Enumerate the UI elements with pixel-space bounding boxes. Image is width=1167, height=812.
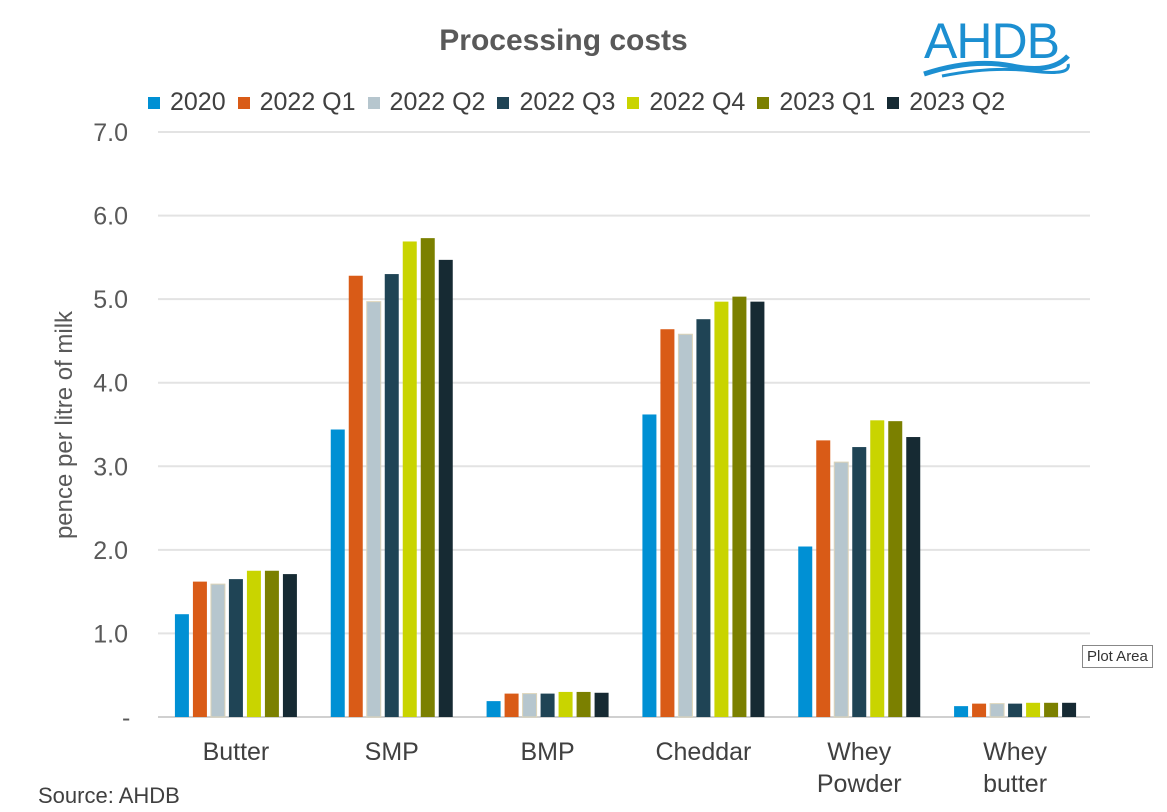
- bar: [540, 693, 555, 717]
- y-tick-label: -: [122, 704, 130, 732]
- bar: [558, 691, 573, 717]
- bar: [210, 583, 226, 718]
- bar: [989, 703, 1005, 718]
- y-tick-label: 6.0: [93, 203, 128, 231]
- legend-swatch: [627, 96, 640, 109]
- bar: [906, 437, 921, 717]
- svg-text:AHDB: AHDB: [924, 13, 1059, 69]
- legend-swatch: [237, 96, 250, 109]
- y-tick-label: 2.0: [93, 537, 128, 565]
- legend-item: 2022 Q4: [627, 88, 745, 117]
- y-tick-label: 5.0: [93, 286, 128, 314]
- ahdb-logo: AHDB: [922, 8, 1072, 83]
- x-tick-label: Cheddar: [655, 738, 751, 766]
- legend-item: 2022 Q3: [497, 88, 615, 117]
- bar: [972, 703, 987, 717]
- y-tick-label: 3.0: [93, 453, 128, 481]
- legend-item: 2020: [148, 88, 226, 117]
- bar: [750, 301, 765, 717]
- x-tick-label: Whey: [827, 738, 891, 766]
- y-tick-label: 7.0: [93, 119, 128, 147]
- bar: [438, 259, 453, 717]
- bar: [576, 691, 591, 717]
- bar: [816, 440, 831, 717]
- bar: [348, 275, 363, 717]
- legend-label: 2020: [170, 88, 226, 116]
- bar: [1062, 702, 1077, 717]
- bar: [870, 420, 885, 717]
- x-tick-label: BMP: [520, 738, 574, 766]
- bar: [594, 692, 609, 717]
- bar: [852, 447, 867, 717]
- bar: [504, 693, 519, 717]
- bar: [486, 701, 501, 717]
- bar: [833, 461, 849, 718]
- legend-item: 2023 Q1: [757, 88, 875, 117]
- bar: [1044, 702, 1059, 717]
- bar: [402, 241, 417, 717]
- chart-title: Processing costs: [439, 24, 688, 57]
- bar: [264, 570, 279, 717]
- legend-label: 2023 Q2: [909, 88, 1006, 116]
- bar: [954, 706, 969, 717]
- bar: [798, 546, 813, 717]
- bar: [1008, 703, 1023, 717]
- bar: [696, 319, 711, 717]
- bar: [174, 614, 189, 717]
- x-tick-label: Powder: [817, 770, 902, 798]
- x-tick-label: SMP: [365, 738, 419, 766]
- bar: [888, 421, 903, 717]
- bar: [1026, 702, 1041, 717]
- x-tick-label: Whey: [983, 738, 1047, 766]
- y-tick-label: 4.0: [93, 370, 128, 398]
- bar: [330, 429, 345, 717]
- bar: [677, 333, 693, 718]
- bar: [522, 693, 538, 718]
- legend-label: 2022 Q1: [259, 88, 356, 116]
- legend-label: 2022 Q4: [649, 88, 746, 116]
- bar: [228, 579, 243, 717]
- y-axis-label: pence per litre of milk: [51, 310, 78, 539]
- bar: [642, 414, 657, 717]
- source-note: Source: AHDB: [38, 783, 180, 808]
- legend-swatch: [367, 96, 380, 109]
- plot-area-tooltip: Plot Area: [1082, 645, 1153, 668]
- legend-swatch: [887, 96, 900, 109]
- y-tick-label: 1.0: [93, 620, 128, 648]
- bar: [282, 574, 297, 717]
- legend-swatch: [148, 96, 160, 109]
- legend-label: 2022 Q3: [519, 88, 616, 116]
- legend-item: 2022 Q2: [367, 88, 486, 117]
- x-tick-label: Butter: [203, 738, 270, 766]
- bar: [246, 570, 261, 717]
- bar: [366, 301, 382, 718]
- bar: [660, 329, 675, 717]
- legend-item: 2022 Q1: [237, 88, 356, 117]
- bar: [192, 581, 207, 717]
- legend-label: 2023 Q1: [779, 88, 876, 116]
- bar: [420, 238, 435, 717]
- x-tick-label: butter: [983, 770, 1047, 798]
- bar: [714, 301, 729, 717]
- legend-swatch: [757, 96, 770, 109]
- legend-item: 2023 Q2: [887, 88, 1005, 117]
- bar: [384, 274, 399, 717]
- bar: [732, 296, 747, 717]
- legend: 2020 2022 Q1 2022 Q2 2022 Q3 2022 Q4 2023 Q1 2…: [148, 88, 1017, 117]
- legend-label: 2022 Q2: [389, 88, 486, 116]
- legend-swatch: [497, 96, 510, 109]
